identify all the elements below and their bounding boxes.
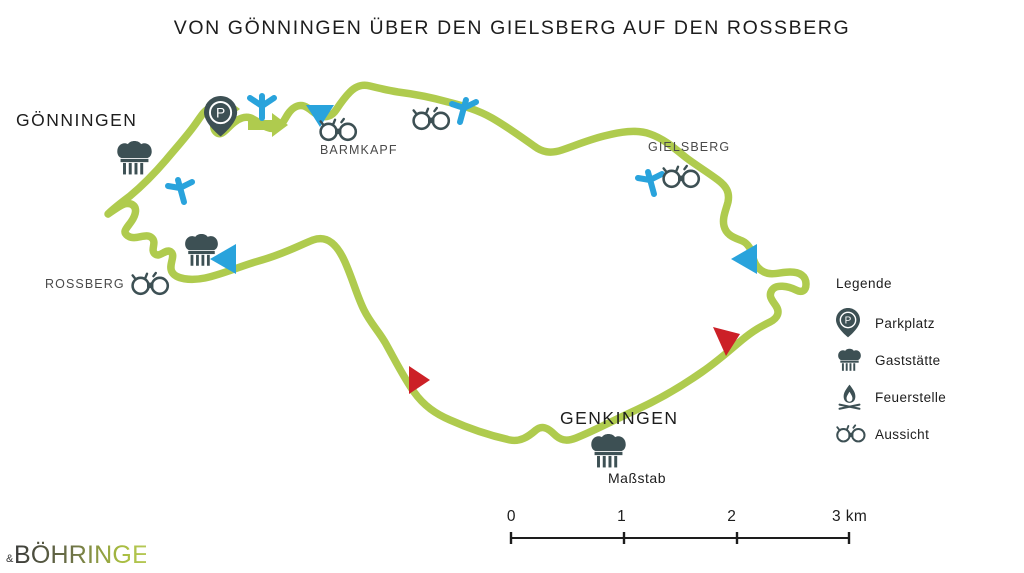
svg-text:P: P — [216, 106, 225, 121]
red-triangle-south — [409, 366, 430, 394]
place-label-goenningen: GÖNNINGEN — [16, 110, 138, 130]
blue-direction-triangles — [210, 105, 757, 274]
legend-item-aussicht: Aussicht — [836, 416, 1022, 452]
legend-item-parkplatz: P Parkplatz — [836, 305, 1022, 341]
place-label-rossberg: ROSSBERG — [45, 277, 125, 291]
restaurant-icon — [591, 434, 626, 468]
legend-label-aussicht: Aussicht — [875, 426, 930, 442]
restaurant-icon — [836, 345, 870, 375]
scale-bar: Maßstab 0 1 2 3 km — [500, 470, 880, 551]
legend-label-parkplatz: Parkplatz — [875, 315, 935, 331]
scale-tick-3: 3 km — [831, 508, 868, 525]
page-title: VON GÖNNINGEN ÜBER DEN GIELSBERG AUF DEN… — [173, 17, 851, 39]
place-label-barmkapf: BARMKAPF — [320, 143, 398, 157]
svg-text:P: P — [845, 316, 852, 327]
junction-markers — [165, 93, 665, 205]
legend: Legende P Parkplatz — [836, 276, 1022, 453]
junction-marker-4 — [635, 169, 665, 197]
parking-pin-icon: P — [836, 307, 870, 339]
blue-triangle-barmkapf — [306, 105, 334, 127]
legend-title: Legende — [836, 276, 893, 291]
legend-label-gaststaette: Gaststätte — [875, 352, 941, 368]
legend-label-feuerstelle: Feuerstelle — [875, 389, 947, 405]
red-direction-triangles — [409, 327, 740, 394]
scale-caption: Maßstab — [608, 470, 666, 486]
binoculars-icon — [319, 117, 358, 142]
binoculars-icon — [662, 164, 701, 189]
logo-ampersand: & — [6, 553, 14, 565]
red-triangle-southeast — [713, 327, 740, 356]
binoculars-icon — [836, 422, 870, 446]
parking-pin-icon: P — [204, 96, 238, 137]
route-loop — [104, 81, 810, 445]
binoculars-icon — [131, 271, 170, 296]
legend-item-feuerstelle: Feuerstelle — [836, 379, 1022, 415]
binoculars-icon — [412, 106, 451, 131]
place-label-gielsberg: GIELSBERG — [648, 140, 731, 154]
scale-tick-1: 1 — [617, 508, 627, 525]
logo-wordmark: BÖHRINGER — [14, 541, 146, 568]
junction-marker-3 — [165, 177, 195, 205]
scale-tick-2: 2 — [727, 508, 737, 525]
blue-triangle-rossberg — [210, 244, 236, 274]
restaurant-icon — [117, 141, 152, 175]
restaurant-icon — [185, 233, 218, 266]
place-label-genkingen: GENKINGEN — [560, 408, 679, 428]
scale-tick-labels: 0 1 2 3 km — [500, 508, 880, 530]
junction-marker-1 — [247, 93, 277, 121]
scale-tick-0: 0 — [506, 508, 516, 525]
junction-marker-2 — [449, 97, 479, 125]
boehringer-logo: & BÖHRINGER — [6, 538, 167, 569]
legend-item-gaststaette: Gaststätte — [836, 342, 1022, 378]
campfire-icon — [836, 382, 870, 412]
blue-triangle-east — [731, 244, 757, 274]
scale-ruler-graphic — [509, 532, 851, 544]
